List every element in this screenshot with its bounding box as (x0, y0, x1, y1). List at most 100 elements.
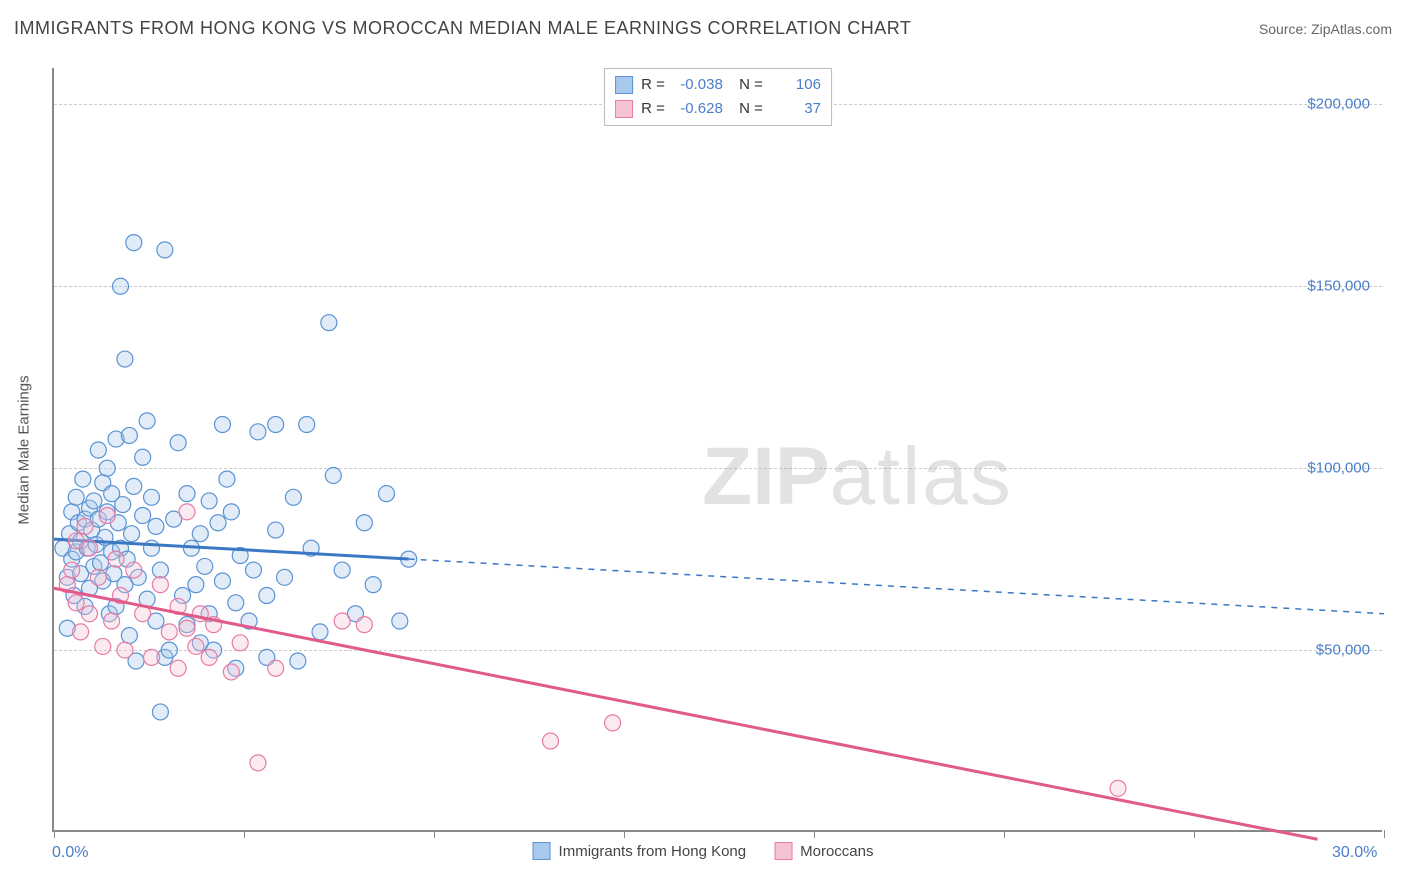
data-point (325, 467, 341, 483)
data-point (285, 489, 301, 505)
data-point (126, 478, 142, 494)
data-point (68, 489, 84, 505)
data-point (365, 577, 381, 593)
regression-line-dashed (409, 559, 1384, 614)
data-point (115, 497, 131, 513)
data-point (201, 649, 217, 665)
data-point (135, 507, 151, 523)
data-point (250, 755, 266, 771)
stat-r-label: R = (641, 97, 665, 121)
chart-title: IMMIGRANTS FROM HONG KONG VS MOROCCAN ME… (14, 18, 911, 39)
legend-swatch-mor-icon (774, 842, 792, 860)
data-point (259, 588, 275, 604)
data-point (223, 664, 239, 680)
data-point (135, 449, 151, 465)
data-point (188, 577, 204, 593)
data-point (104, 613, 120, 629)
data-point (232, 635, 248, 651)
x-tick (54, 830, 55, 838)
data-point (86, 493, 102, 509)
data-point (90, 442, 106, 458)
legend-stats-row: R = -0.038 N = 106 (615, 73, 821, 97)
x-axis-max-label: 30.0% (1332, 844, 1377, 862)
data-point (170, 435, 186, 451)
data-point (1110, 780, 1126, 796)
data-point (268, 660, 284, 676)
data-point (73, 624, 89, 640)
data-point (379, 486, 395, 502)
stat-r-hk: -0.038 (673, 73, 723, 97)
data-point (148, 518, 164, 534)
x-tick (1194, 830, 1195, 838)
data-point (334, 613, 350, 629)
data-point (228, 595, 244, 611)
data-point (144, 489, 160, 505)
legend-label-hk: Immigrants from Hong Kong (559, 843, 747, 860)
legend-label-mor: Moroccans (800, 843, 873, 860)
data-point (99, 460, 115, 476)
x-axis-min-label: 0.0% (52, 844, 88, 862)
data-point (139, 413, 155, 429)
data-point (113, 278, 129, 294)
data-point (321, 315, 337, 331)
data-point (152, 577, 168, 593)
legend-stats: R = -0.038 N = 106 R = -0.628 N = 37 (604, 68, 832, 126)
x-tick (1004, 830, 1005, 838)
data-point (75, 471, 91, 487)
data-point (250, 424, 266, 440)
data-point (179, 504, 195, 520)
stat-n-hk: 106 (771, 73, 821, 97)
data-point (268, 522, 284, 538)
data-point (179, 486, 195, 502)
data-point (126, 562, 142, 578)
legend-stats-row: R = -0.628 N = 37 (615, 97, 821, 121)
legend-swatch-mor (615, 100, 633, 118)
data-point (77, 518, 93, 534)
plot-area: ZIPatlas R = -0.038 N = 106 R = -0.628 N… (52, 68, 1382, 832)
data-point (161, 642, 177, 658)
data-point (161, 624, 177, 640)
data-point (188, 638, 204, 654)
x-tick (814, 830, 815, 838)
stat-r-label: R = (641, 73, 665, 97)
stat-n-label: N = (731, 97, 763, 121)
data-point (214, 417, 230, 433)
x-tick (1384, 830, 1385, 838)
data-point (64, 562, 80, 578)
data-point (117, 351, 133, 367)
data-point (121, 628, 137, 644)
data-point (179, 620, 195, 636)
data-point (152, 562, 168, 578)
data-point (144, 540, 160, 556)
x-tick (624, 830, 625, 838)
data-point (214, 573, 230, 589)
data-point (117, 642, 133, 658)
stat-n-mor: 37 (771, 97, 821, 121)
data-point (157, 242, 173, 258)
data-point (81, 540, 97, 556)
data-point (605, 715, 621, 731)
header: IMMIGRANTS FROM HONG KONG VS MOROCCAN ME… (14, 18, 1392, 39)
data-point (95, 638, 111, 654)
data-point (246, 562, 262, 578)
data-point (543, 733, 559, 749)
data-point (201, 493, 217, 509)
data-point (81, 606, 97, 622)
chart-svg (54, 68, 1382, 830)
data-point (152, 704, 168, 720)
data-point (392, 613, 408, 629)
data-point (210, 515, 226, 531)
stat-r-mor: -0.628 (673, 97, 723, 121)
stat-n-label: N = (731, 73, 763, 97)
legend-swatch-hk-icon (533, 842, 551, 860)
data-point (108, 551, 124, 567)
legend-item-hk: Immigrants from Hong Kong (533, 842, 747, 860)
data-point (192, 526, 208, 542)
regression-line (54, 588, 1318, 839)
data-point (90, 569, 106, 585)
source-label: Source: ZipAtlas.com (1259, 21, 1392, 37)
x-tick (244, 830, 245, 838)
data-point (219, 471, 235, 487)
data-point (223, 504, 239, 520)
legend-swatch-hk (615, 76, 633, 94)
